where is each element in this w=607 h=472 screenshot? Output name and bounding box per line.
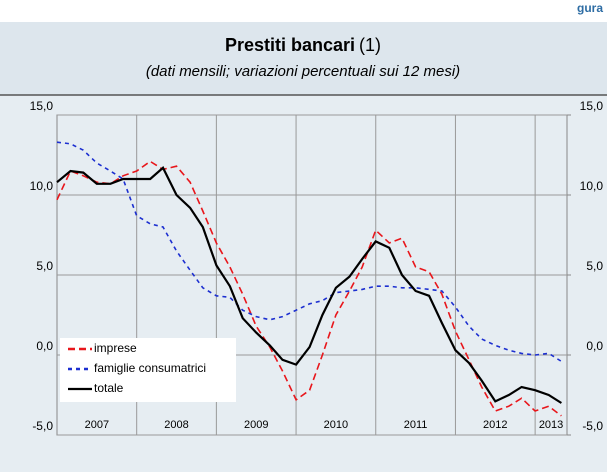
y2-tick-label: -5,0: [582, 419, 603, 433]
y2-tick-label: 0,0: [586, 339, 603, 353]
y2-tick-label: 15,0: [580, 99, 604, 113]
title-note: (1): [359, 35, 381, 55]
chart-subtitle: (dati mensili; variazioni percentuali su…: [146, 63, 460, 80]
y-tick-label: 15,0: [30, 99, 54, 113]
header: [0, 22, 607, 95]
y2-tick-label: 5,0: [586, 259, 603, 273]
legend-label: totale: [94, 381, 124, 395]
series-line: [56, 160, 562, 417]
y-tick-label: 0,0: [36, 339, 53, 353]
x-tick-label: 2012: [483, 419, 507, 431]
y-tick-label: 5,0: [36, 259, 53, 273]
x-tick-label: 2011: [404, 419, 428, 431]
series-line: [56, 141, 562, 363]
top-strip: [0, 0, 607, 22]
legend-label: imprese: [94, 341, 137, 355]
y-tick-label: 10,0: [30, 179, 54, 193]
legend-label: famiglie consumatrici: [94, 361, 206, 375]
y2-tick-label: 10,0: [580, 179, 604, 193]
x-tick-label: 2013: [539, 419, 563, 431]
x-tick-label: 2008: [164, 419, 188, 431]
chart-title: Prestiti bancari (1): [225, 35, 381, 55]
x-tick-label: 2007: [85, 419, 109, 431]
x-tick-label: 2009: [244, 419, 268, 431]
corner-label: gura: [577, 1, 603, 15]
legend-box: [60, 338, 236, 402]
title-main: Prestiti bancari: [225, 35, 355, 55]
y-tick-label: -5,0: [32, 419, 53, 433]
x-tick-label: 2010: [324, 419, 348, 431]
series-line: [56, 166, 562, 404]
